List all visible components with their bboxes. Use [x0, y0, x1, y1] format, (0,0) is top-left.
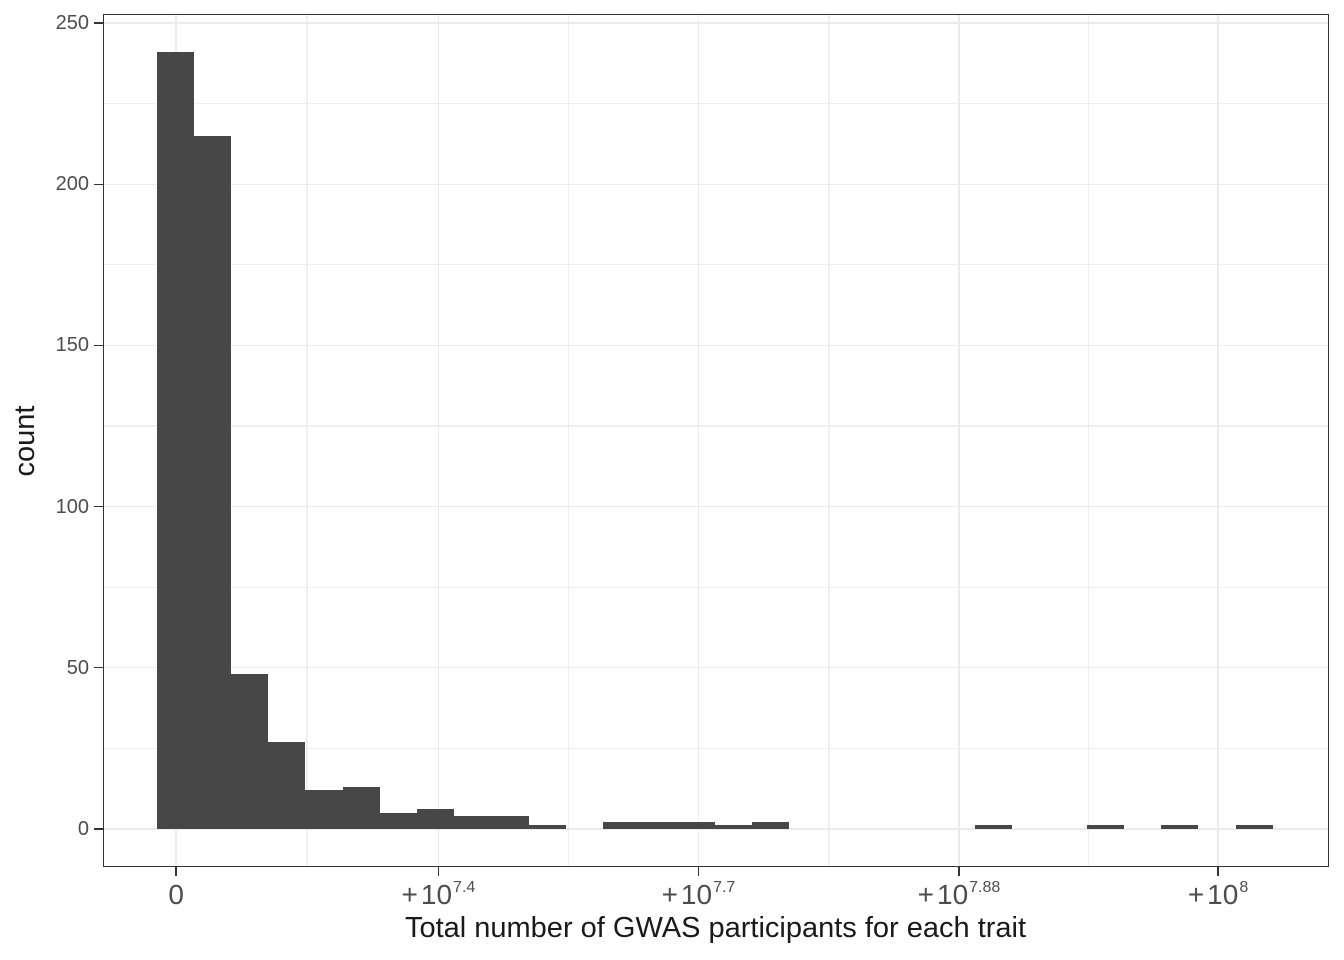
y-major-gridline — [102, 344, 1329, 347]
histogram-bar — [342, 786, 380, 829]
x-minor-gridline — [567, 14, 570, 867]
x-tick-mantissa: 10 — [420, 879, 453, 910]
x-minor-gridline — [828, 14, 830, 867]
y-tick-label: 100 — [55, 495, 89, 518]
x-tick-exponent: 7.4 — [453, 879, 476, 896]
plot-panel — [102, 14, 1329, 867]
histogram-bar — [231, 674, 269, 829]
y-major-gridline — [102, 183, 1329, 186]
y-major-gridline — [102, 666, 1329, 669]
x-tick-mantissa: 10 — [680, 879, 713, 910]
histogram-bar — [1161, 825, 1199, 829]
x-major-gridline — [437, 14, 440, 867]
y-tick-mark — [94, 505, 103, 508]
histogram-bar — [1086, 825, 1124, 829]
y-minor-gridline — [102, 747, 1329, 749]
histogram-bar — [454, 815, 492, 829]
x-tick-sign: + — [661, 879, 678, 910]
x-tick-mark — [958, 867, 960, 876]
x-minor-gridline — [306, 14, 308, 867]
y-tick-label: 200 — [55, 173, 89, 196]
histogram-bar — [417, 809, 455, 829]
y-tick-label: 250 — [55, 12, 89, 35]
y-tick-mark — [94, 183, 103, 186]
x-tick-sign: + — [401, 879, 418, 910]
histogram-bar — [305, 790, 343, 829]
y-minor-gridline — [102, 103, 1329, 105]
y-tick-mark — [94, 827, 103, 830]
x-tick-exponent: 8 — [1239, 879, 1249, 896]
x-axis-title: Total number of GWAS participants for ea… — [404, 912, 1027, 944]
x-tick-mantissa: 10 — [937, 879, 969, 910]
histogram-bar — [156, 52, 194, 829]
histogram-bar — [975, 825, 1013, 829]
histogram-bar — [1235, 825, 1273, 829]
y-tick-mark — [94, 344, 103, 347]
x-tick-exponent: 7.88 — [969, 879, 1001, 896]
x-tick-label: +108 — [1128, 879, 1308, 910]
y-minor-gridline — [102, 425, 1329, 427]
x-tick-exponent: 7.7 — [713, 879, 736, 896]
histogram-bar — [640, 822, 678, 829]
x-tick-mantissa: 10 — [1207, 879, 1239, 910]
histogram-bar — [528, 825, 566, 829]
y-tick-mark — [94, 22, 103, 25]
histogram-bar — [751, 822, 790, 829]
x-tick-label: +107.4 — [348, 879, 528, 910]
y-tick-mark — [94, 666, 103, 669]
x-tick-mark — [1217, 867, 1219, 876]
y-tick-label: 50 — [66, 656, 89, 679]
histogram-bar — [677, 822, 715, 829]
x-tick-mantissa: 0 — [168, 879, 184, 910]
histogram-bar — [603, 822, 641, 829]
x-tick-label: +107.88 — [869, 879, 1049, 910]
x-tick-mark — [697, 867, 700, 876]
x-minor-gridline — [1087, 14, 1089, 867]
histogram-bar — [268, 741, 306, 829]
x-tick-label: +107.7 — [608, 879, 788, 910]
x-major-gridline — [958, 14, 960, 867]
y-tick-label: 150 — [55, 334, 89, 357]
x-major-gridline — [1217, 14, 1219, 867]
x-tick-mark — [175, 867, 178, 876]
y-axis-title: count — [9, 405, 41, 477]
histogram-bar — [379, 812, 418, 829]
histogram-bar — [193, 136, 232, 829]
y-major-gridline — [102, 22, 1329, 25]
y-minor-gridline — [102, 264, 1329, 266]
x-tick-sign: + — [1187, 879, 1205, 910]
panel-border — [102, 14, 1329, 867]
histogram-bar — [714, 825, 752, 829]
x-tick-sign: + — [917, 879, 934, 910]
y-major-gridline — [102, 827, 1329, 830]
x-major-gridline — [697, 14, 700, 867]
x-tick-label: 0 — [86, 881, 266, 909]
y-major-gridline — [102, 505, 1329, 508]
histogram-bar — [491, 815, 529, 829]
x-tick-mark — [437, 867, 440, 876]
y-tick-label: 0 — [77, 817, 89, 840]
y-minor-gridline — [102, 586, 1329, 588]
